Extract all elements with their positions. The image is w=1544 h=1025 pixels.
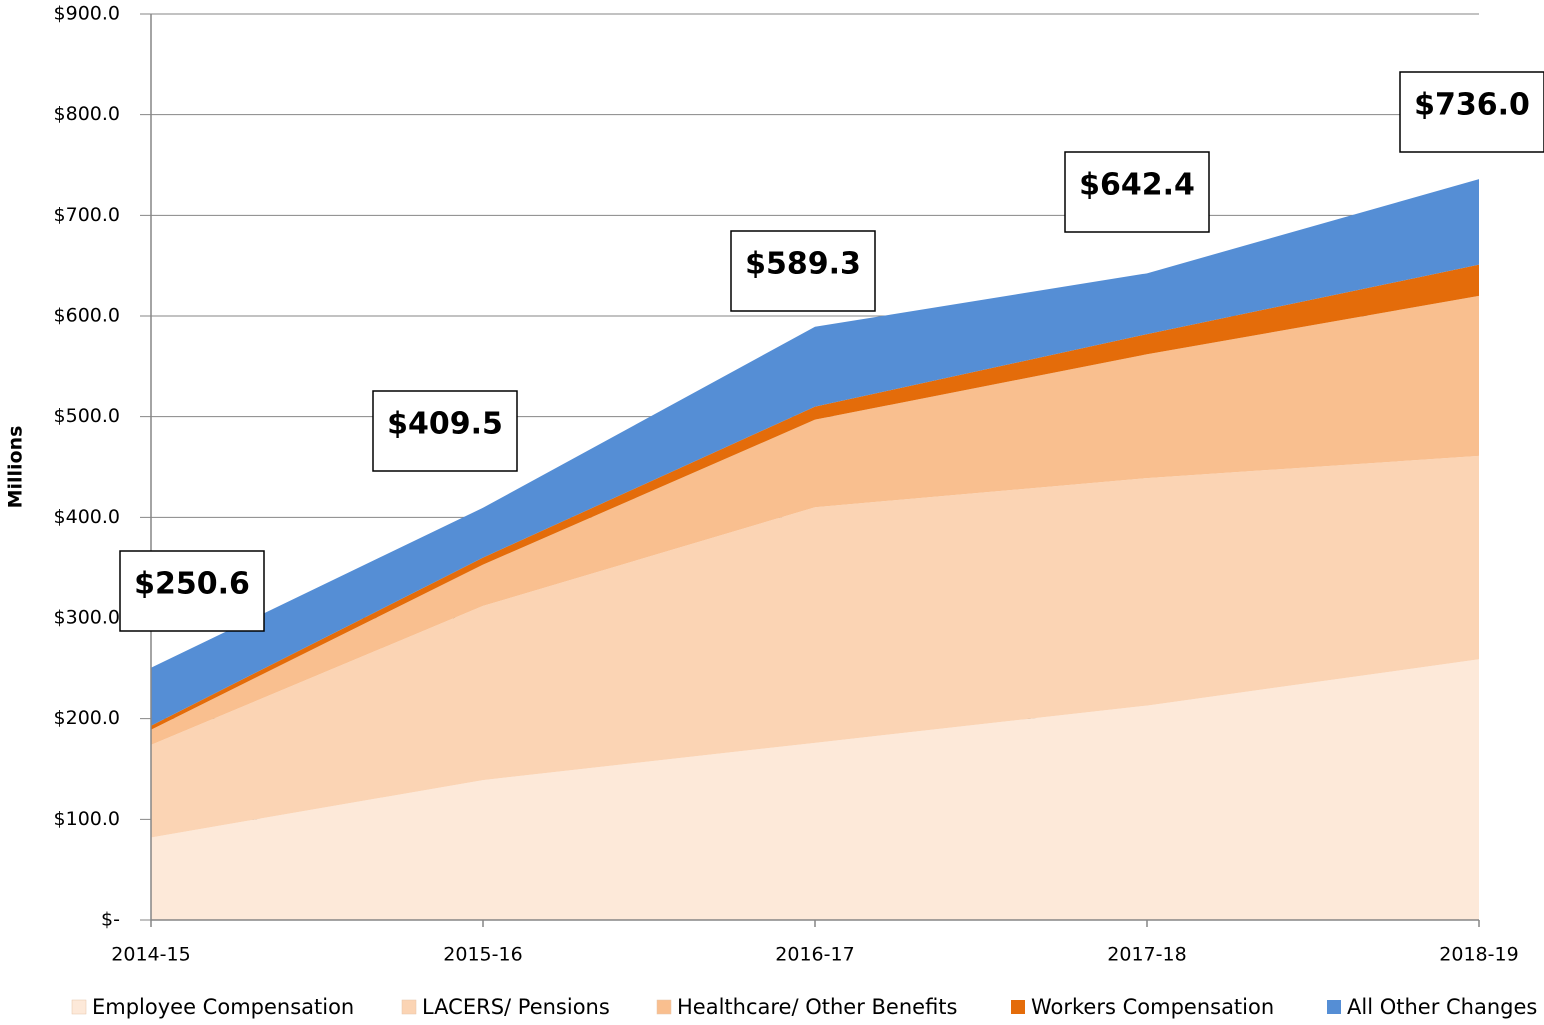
y-tick-label: $600.0 [54, 305, 120, 327]
annotation-box [119, 550, 265, 632]
x-tick-label: 2014-15 [111, 944, 190, 966]
annotation: $409.5 [387, 407, 503, 442]
legend-swatch [1011, 1000, 1025, 1014]
area [151, 179, 1479, 726]
y-tick-label: $300.0 [54, 607, 120, 629]
annotation-box [372, 390, 518, 472]
annotation-box [1399, 71, 1544, 153]
legend-label: All Other Changes [1347, 995, 1537, 1019]
annotation-box [730, 230, 876, 312]
y-tick-label: $700.0 [54, 204, 120, 226]
annotation: $642.4 [1079, 168, 1195, 203]
legend-label: Employee Compensation [92, 995, 354, 1019]
area [151, 659, 1479, 920]
y-tick-label: $200.0 [54, 707, 120, 729]
y-axis-label: Millions [5, 426, 27, 509]
legend-swatch [401, 999, 417, 1015]
annotation: $589.3 [745, 247, 861, 282]
legend-label: Healthcare/ Other Benefits [677, 995, 957, 1019]
x-tick-label: 2016-17 [775, 944, 854, 966]
area [151, 264, 1479, 730]
annotation-box [1064, 151, 1210, 233]
annotation: $250.6 [134, 567, 250, 602]
y-tick-label: $900.0 [54, 3, 120, 25]
y-tick-label: $800.0 [54, 103, 120, 125]
legend-label: LACERS/ Pensions [422, 995, 610, 1019]
x-tick-label: 2017-18 [1107, 944, 1186, 966]
area [151, 455, 1479, 838]
y-tick-label: $100.0 [54, 808, 120, 830]
legend-swatch [71, 999, 87, 1015]
annotation: $736.0 [1414, 88, 1530, 123]
areas [151, 179, 1479, 920]
area [151, 295, 1479, 745]
legend-label: Workers Compensation [1031, 995, 1274, 1019]
y-tick-label: $- [101, 909, 120, 931]
legend-swatch [1327, 1000, 1341, 1014]
x-tick-label: 2015-16 [443, 944, 522, 966]
x-tick-label: 2018-19 [1439, 944, 1518, 966]
y-tick-label: $400.0 [54, 506, 120, 528]
legend-swatch [656, 999, 672, 1015]
y-tick-label: $500.0 [54, 405, 120, 427]
